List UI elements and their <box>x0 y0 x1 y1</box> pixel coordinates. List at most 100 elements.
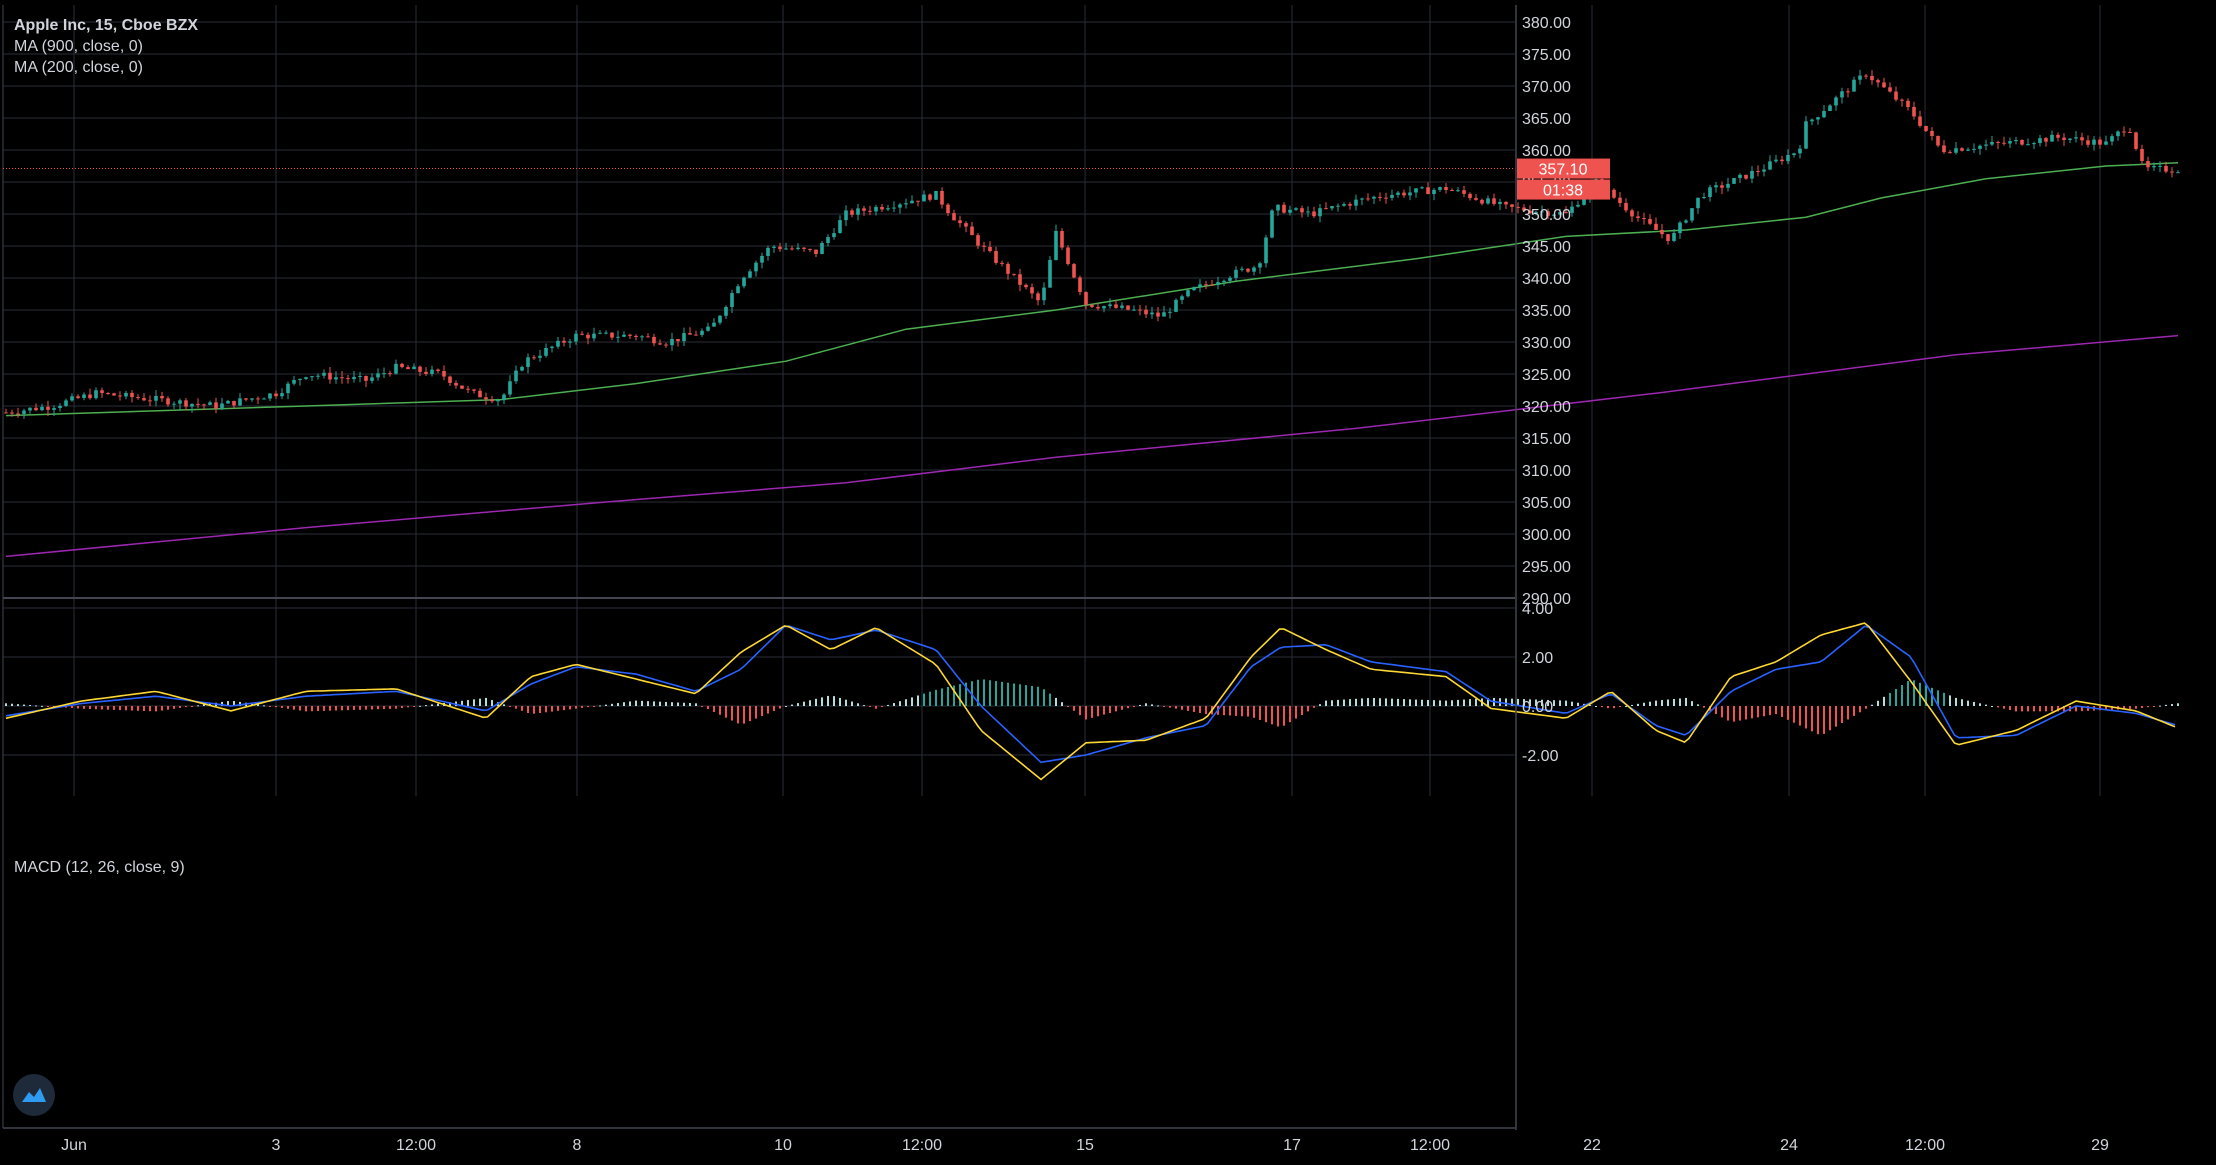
macd-title[interactable]: MACD (12, 26, close, 9) <box>14 859 185 876</box>
candle-body <box>634 335 638 338</box>
candle-body <box>1270 210 1274 238</box>
candle-body <box>1618 197 1622 204</box>
macd-hist-bar <box>1343 699 1345 706</box>
macd-hist-bar <box>1997 706 1999 708</box>
macd-hist-bar <box>725 706 727 718</box>
macd-hist-bar <box>1637 703 1639 706</box>
candle-body <box>1060 230 1064 248</box>
ma200-legend[interactable]: MA (200, close, 0) <box>14 59 143 76</box>
candle-body <box>1564 212 1568 214</box>
candle-body <box>1792 153 1796 156</box>
macd-hist-bar <box>1805 706 1807 729</box>
candle-body <box>2038 138 2042 144</box>
symbol-title[interactable]: Apple Inc, 15, Cboe BZX <box>14 17 199 34</box>
candle-body <box>664 344 668 346</box>
candle-body <box>1210 284 1214 286</box>
candle-body <box>640 336 644 338</box>
candle-body <box>1222 280 1226 283</box>
candle-body <box>838 220 842 234</box>
macd-hist-bar <box>563 706 565 711</box>
candle-body <box>928 194 932 200</box>
macd-hist-bar <box>1475 698 1477 706</box>
candle-body <box>1492 198 1496 204</box>
macd-hist-bar <box>1151 704 1153 706</box>
candle-body <box>406 367 410 370</box>
macd-hist-bar <box>305 706 307 712</box>
candle-body <box>1852 79 1856 92</box>
macd-hist-bar <box>1739 706 1741 721</box>
candle-body <box>1660 229 1664 235</box>
macd-hist-bar <box>683 702 685 706</box>
candle-body <box>538 355 542 358</box>
tradingview-logo-icon[interactable] <box>13 1074 55 1116</box>
macd-hist-bar <box>1601 706 1603 708</box>
macd-hist-bar <box>1577 702 1579 706</box>
macd-hist-bar <box>137 706 139 711</box>
candle-body <box>850 210 854 215</box>
candle-body <box>1396 192 1400 195</box>
macd-hist-bar <box>413 706 415 707</box>
candle-body <box>2068 138 2072 140</box>
candle-body <box>370 377 374 381</box>
macd-hist-bar <box>1703 706 1705 708</box>
macd-hist-bar <box>395 706 397 709</box>
macd-hist-bar <box>881 706 883 707</box>
macd-hist-bar <box>1361 698 1363 706</box>
macd-hist-bar <box>947 686 949 706</box>
macd-hist-bar <box>383 706 385 710</box>
candle-body <box>592 333 596 339</box>
price-tick-label: 340.00 <box>1522 271 1571 288</box>
macd-hist-bar <box>113 706 115 710</box>
chart-frame <box>2 5 1517 1130</box>
macd-hist-bar <box>923 693 925 706</box>
macd-hist-bar <box>2063 706 2065 712</box>
candle-body <box>1348 204 1352 206</box>
candle-body <box>1480 199 1484 204</box>
price-axis[interactable]: 380.00375.00370.00365.00360.00355.00350.… <box>1522 15 1571 608</box>
macd-hist-bar <box>2099 706 2101 711</box>
macd-hist-bar <box>1289 706 1291 723</box>
candle-body <box>886 208 890 210</box>
macd-hist-bar <box>2045 706 2047 712</box>
macd-hist-bar <box>161 706 163 711</box>
macd-hist-bar <box>1055 697 1057 706</box>
macd-tick-label: 0.00 <box>1522 699 1553 716</box>
candle-body <box>1306 211 1310 213</box>
candle-body <box>400 363 404 368</box>
macd-hist-bar <box>965 682 967 706</box>
macd-hist-bar <box>389 706 391 709</box>
candle-body <box>1744 174 1748 179</box>
time-axis[interactable]: Jun 3 12:00 8 10 12:00 15 17 12:00 22 24 12:00 29 <box>61 1137 2109 1154</box>
macd-hist-bar <box>1679 698 1681 706</box>
candle-body <box>430 369 434 374</box>
candle-body <box>484 397 488 400</box>
macd-hist-bar <box>1295 706 1297 719</box>
candle-body <box>2002 142 2006 144</box>
time-tick-label: 12:00 <box>1410 1137 1450 1154</box>
macd-hist-bar <box>1565 700 1567 706</box>
price-tick-label: 295.00 <box>1522 559 1571 576</box>
candle-body <box>1966 149 1970 151</box>
candle-body <box>1486 198 1490 204</box>
time-tick-label: 12:00 <box>902 1137 942 1154</box>
candle-body <box>646 336 650 338</box>
macd-hist-bar <box>1547 699 1549 706</box>
candle-body <box>868 210 872 212</box>
ma900-legend[interactable]: MA (900, close, 0) <box>14 38 143 55</box>
macd-hist-bar <box>485 697 487 706</box>
candle-body <box>190 403 194 407</box>
last-price-tag <box>1517 158 1610 179</box>
candle-body <box>568 341 572 343</box>
countdown-value: 01:38 <box>1543 183 1583 200</box>
macd-hist-bar <box>1877 700 1879 706</box>
macd-hist-bar <box>1631 704 1633 706</box>
macd-hist-bar <box>47 706 49 707</box>
macd-hist-bar <box>623 702 625 706</box>
price-tag-group: 357.10 01:38 <box>3 158 1610 200</box>
macd-axis[interactable]: 4.00 2.00 0.00 -2.00 <box>1522 601 1559 765</box>
candle-body <box>1174 299 1178 312</box>
macd-hist-bar <box>101 706 103 710</box>
candle-body <box>1228 277 1232 281</box>
macd-line <box>5 625 2176 764</box>
